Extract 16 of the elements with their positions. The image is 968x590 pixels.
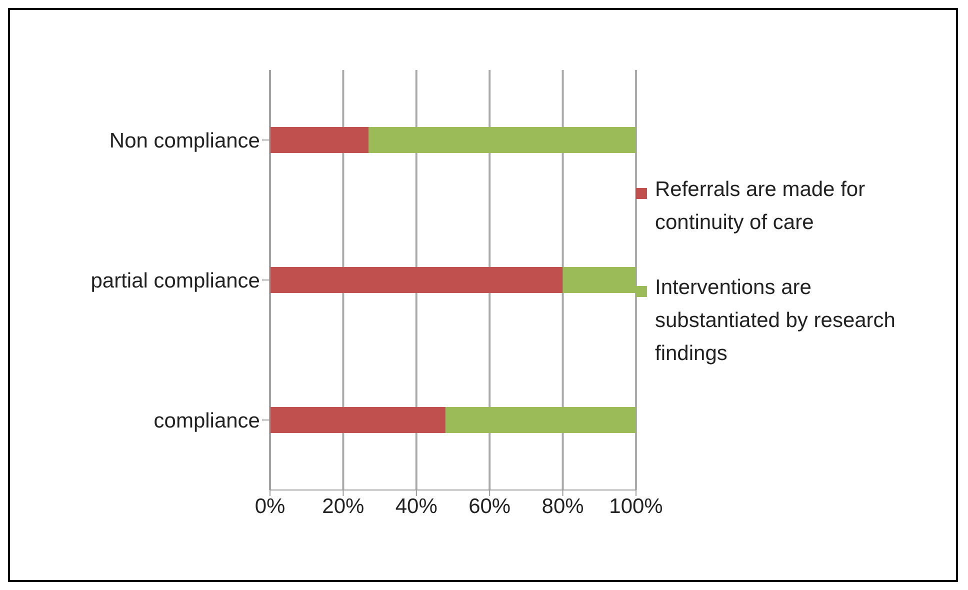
bar [446, 407, 636, 433]
bar [368, 127, 636, 153]
x-tick-label: 60% [468, 494, 511, 518]
bar [270, 407, 446, 433]
x-tick-label: 80% [542, 494, 584, 518]
legend-label: Referrals are made for continuity of care [655, 176, 866, 236]
bar [270, 127, 369, 153]
legend-label: Interventions are substantiated by research findings [655, 274, 896, 366]
y-tick-label: compliance [154, 409, 260, 432]
x-tick-label: 0% [254, 494, 286, 518]
y-tick-label: Non compliance [109, 129, 260, 152]
bar [270, 267, 563, 293]
x-tick-label: 20% [322, 494, 364, 518]
y-tick-label: partial compliance [90, 269, 260, 292]
x-tick-label: 100% [609, 494, 663, 518]
x-tick-label: 40% [395, 494, 438, 518]
